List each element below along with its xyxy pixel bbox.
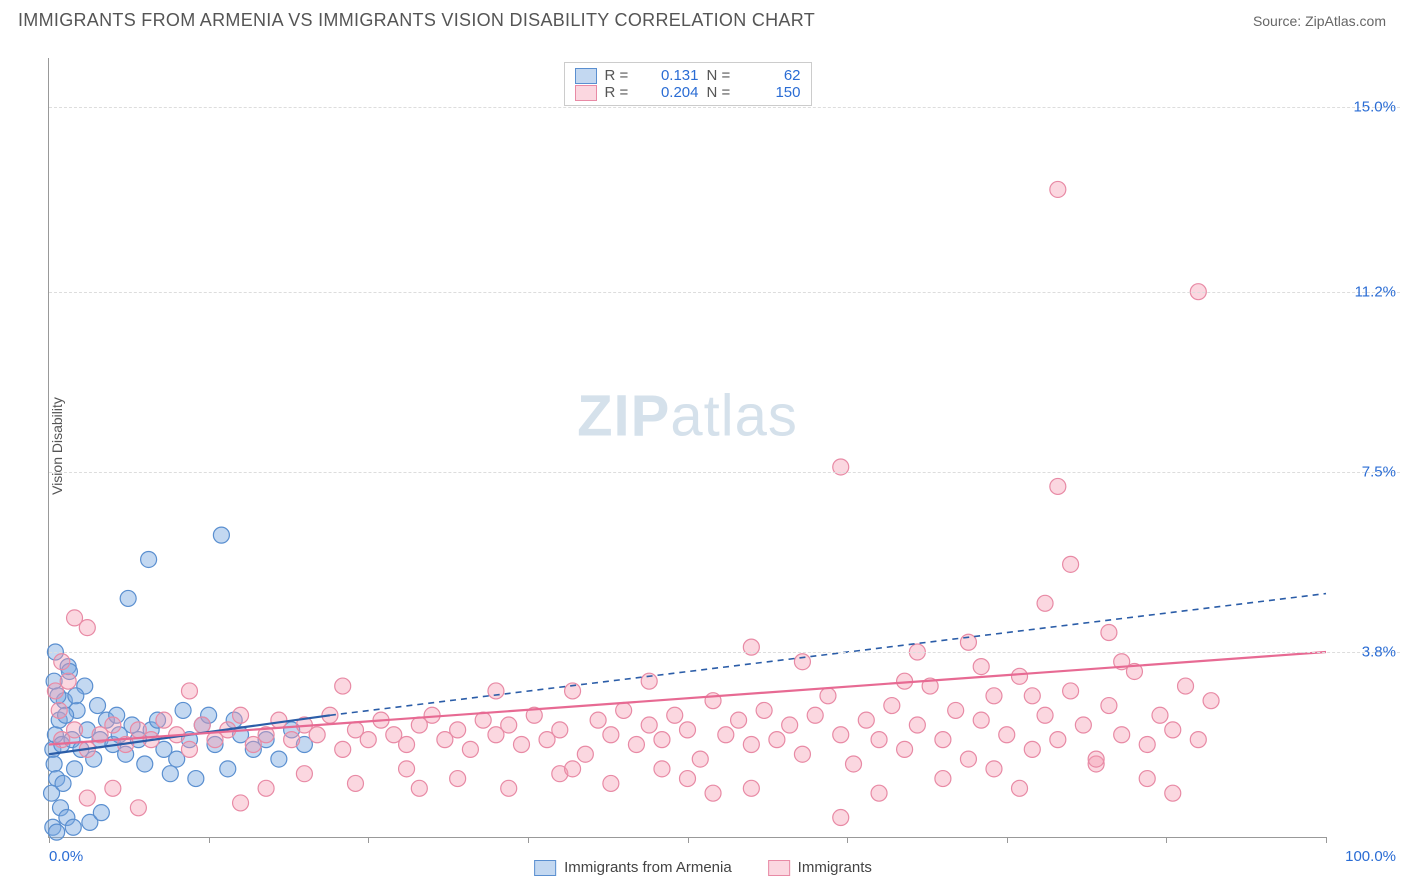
legend-item-immigrants: Immigrants xyxy=(768,859,872,876)
swatch-immigrants-bottom xyxy=(768,860,790,876)
swatch-armenia-bottom xyxy=(534,860,556,876)
y-tick-label: 15.0% xyxy=(1353,98,1396,115)
legend-item-armenia: Immigrants from Armenia xyxy=(534,859,732,876)
y-tick-label: 7.5% xyxy=(1362,463,1396,480)
scatter-svg xyxy=(49,58,1326,837)
chart-plot-area: ZIPatlas R = 0.131 N = 62 R = 0.204 N = … xyxy=(48,58,1326,838)
source-attribution: Source: ZipAtlas.com xyxy=(1253,13,1386,29)
bottom-legend: Immigrants from Armenia Immigrants xyxy=(534,859,872,876)
y-tick-label: 11.2% xyxy=(1355,283,1396,300)
chart-title: IMMIGRANTS FROM ARMENIA VS IMMIGRANTS VI… xyxy=(18,10,815,31)
x-tick-label: 100.0% xyxy=(1345,848,1396,865)
y-tick-label: 3.8% xyxy=(1362,643,1396,660)
legend-label-immigrants: Immigrants xyxy=(798,859,872,876)
x-tick-label: 0.0% xyxy=(49,848,83,865)
legend-label-armenia: Immigrants from Armenia xyxy=(564,859,732,876)
